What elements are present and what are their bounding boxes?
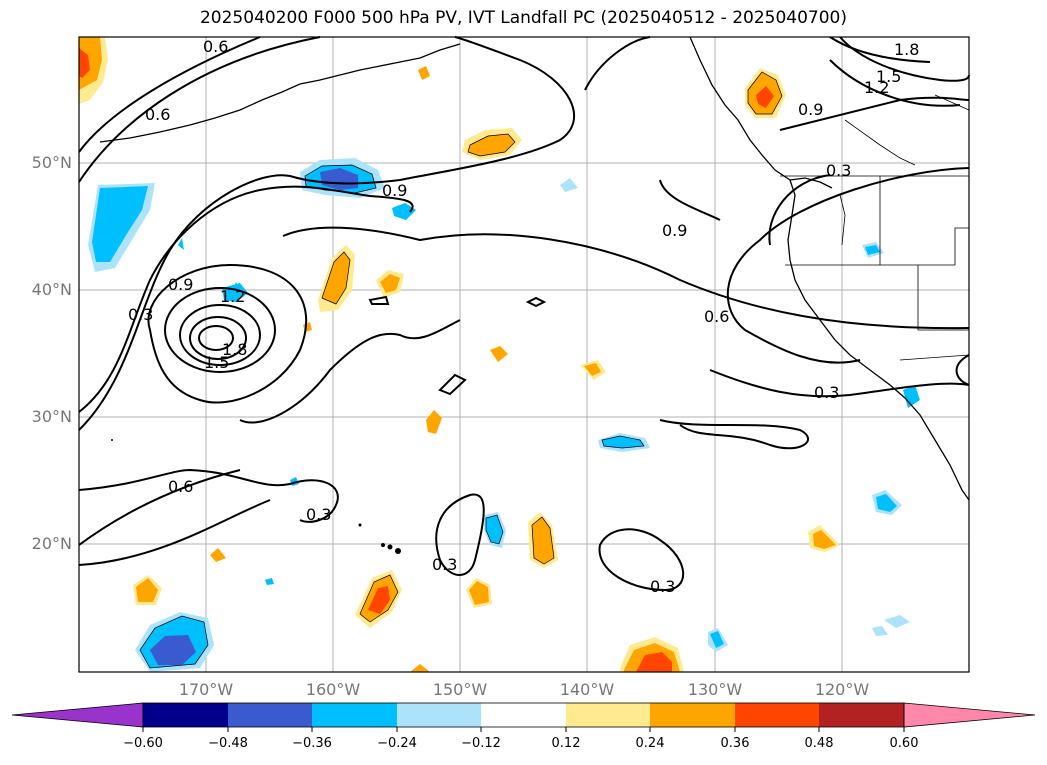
pv-thin-outlines xyxy=(139,71,783,669)
contour-label: 0.6 xyxy=(145,105,170,124)
colorbar-tick: 0.48 xyxy=(804,736,834,751)
contour-label: 1.2 xyxy=(864,78,889,97)
contour-label: 0.3 xyxy=(650,577,675,596)
colorbar xyxy=(11,702,1036,732)
lat-label-30n: 30°N xyxy=(31,407,72,426)
contour-label: 1.8 xyxy=(894,40,919,59)
contour-label: 0.9 xyxy=(798,100,823,119)
coastlines xyxy=(99,36,970,501)
colorbar-tick: 0.36 xyxy=(720,736,750,751)
islands xyxy=(111,439,401,554)
lon-label-160w: 160°W xyxy=(305,680,361,699)
contour-label: 0.6 xyxy=(704,307,729,326)
contour-label: 1.2 xyxy=(220,287,245,306)
contour-label: 0.3 xyxy=(128,305,153,324)
colorbar-tick: −0.60 xyxy=(123,736,163,751)
lon-label-150w: 150°W xyxy=(432,680,488,699)
contour-label: 0.3 xyxy=(814,383,839,402)
lat-label-20n: 20°N xyxy=(31,534,72,553)
lat-label-50n: 50°N xyxy=(31,153,72,172)
map-title: 2025040200 F000 500 hPa PV, IVT Landfall… xyxy=(199,8,847,28)
contour-label: 0.9 xyxy=(382,181,407,200)
pv-filled-patches xyxy=(79,37,920,672)
colorbar-tick: 0.60 xyxy=(889,736,919,751)
contour-labels: 0.6 0.6 0.3 0.9 1.2 1.8 1.5 0.9 0.6 0.3 … xyxy=(128,37,919,596)
gridlines xyxy=(79,37,969,672)
colorbar-tick: −0.12 xyxy=(461,736,501,751)
lon-label-140w: 140°W xyxy=(559,680,615,699)
colorbar-tick: 0.12 xyxy=(551,736,581,751)
contour-label: 0.3 xyxy=(432,555,457,574)
colorbar-tick: −0.24 xyxy=(377,736,417,751)
colorbar-tick: 0.24 xyxy=(635,736,665,751)
pv-contours xyxy=(78,36,970,592)
contour-label: 0.6 xyxy=(203,37,228,56)
lon-label-170w: 170°W xyxy=(178,680,234,699)
colorbar-tick: −0.36 xyxy=(292,736,332,751)
contour-label: 1.8 xyxy=(222,340,247,359)
lon-label-130w: 130°W xyxy=(687,680,743,699)
contour-label: 0.3 xyxy=(306,505,331,524)
contour-label: 0.9 xyxy=(662,221,687,240)
lat-label-40n: 40°N xyxy=(31,280,72,299)
contour-label: 1.5 xyxy=(204,353,229,372)
contour-label: 0.3 xyxy=(826,161,851,180)
colorbar-tick: −0.48 xyxy=(208,736,248,751)
map-area xyxy=(79,37,969,672)
lon-label-120w: 120°W xyxy=(814,680,870,699)
map-frame xyxy=(78,36,970,673)
contour-label: 0.9 xyxy=(168,275,193,294)
state-borders xyxy=(780,94,970,361)
contour-label: 1.5 xyxy=(876,67,901,86)
contour-label: 0.6 xyxy=(168,477,193,496)
